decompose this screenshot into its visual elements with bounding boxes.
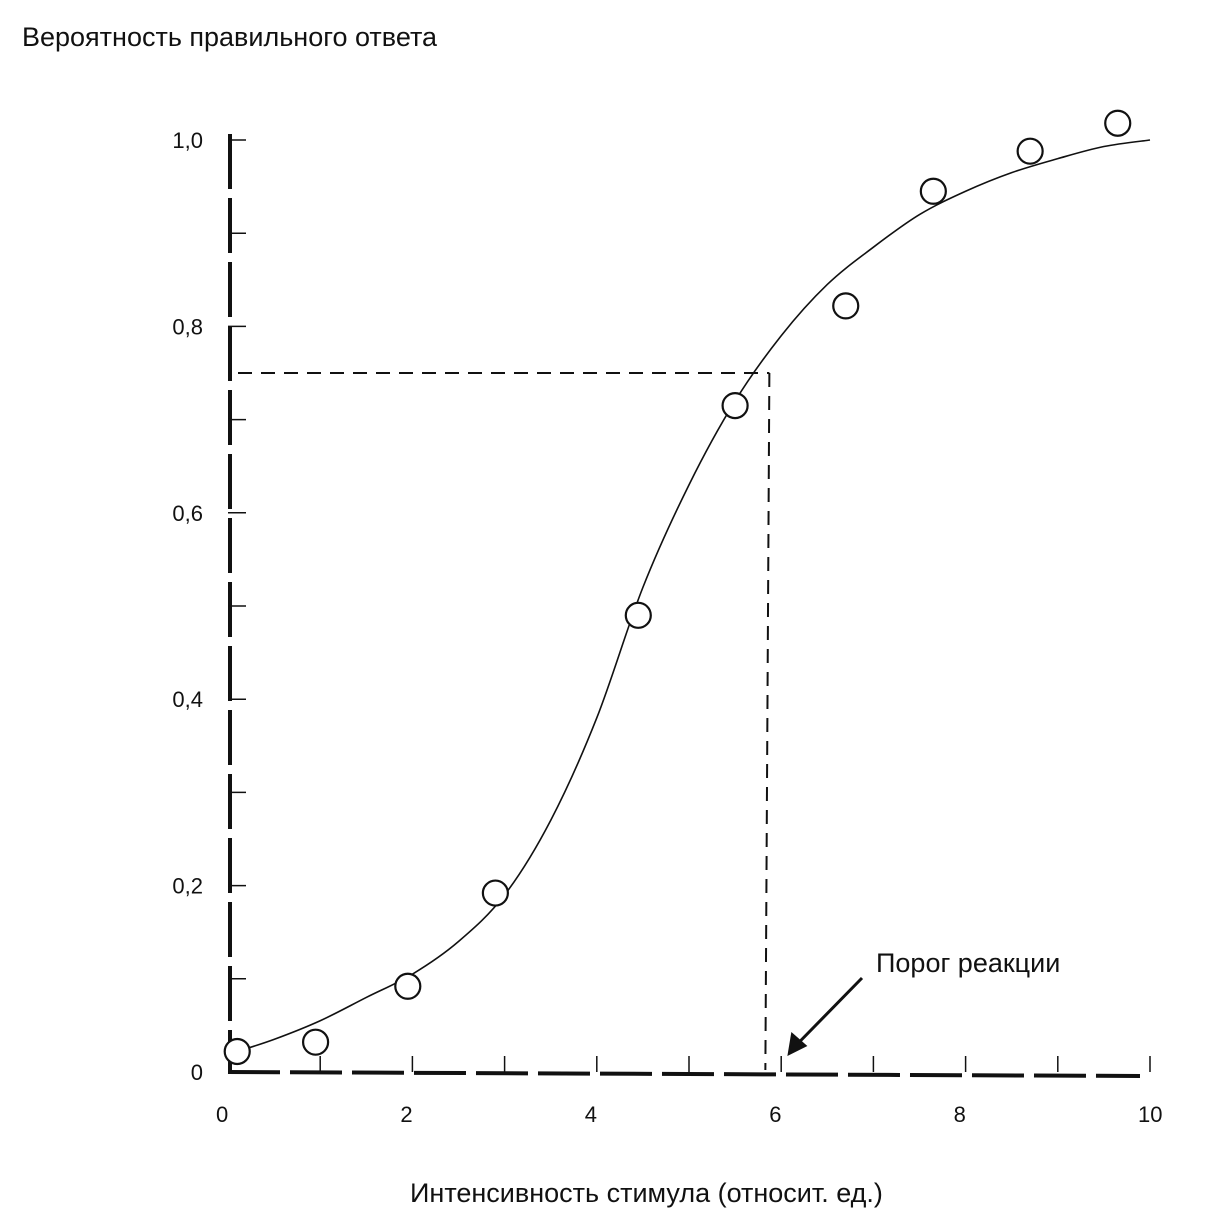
y-tick-label: 0,6 (172, 501, 203, 526)
threshold-vertical-line (764, 372, 771, 1071)
x-axis-line (227, 1070, 1141, 1078)
y-tick-label: 1,0 (172, 128, 203, 153)
data-point (394, 972, 422, 1000)
y-tick-label: 0,8 (172, 314, 203, 339)
data-point (919, 177, 947, 205)
data-point (624, 601, 652, 629)
fit-curve-group (236, 139, 1151, 1053)
x-tick-label: 10 (1138, 1102, 1162, 1127)
fit-curve (236, 139, 1151, 1053)
data-point (1016, 137, 1044, 165)
data-point (832, 292, 860, 320)
x-tick-label: 6 (769, 1102, 781, 1127)
x-axis-label: Интенсивность стимула (относит. ед.) (410, 1178, 883, 1208)
y-axis-label: Вероятность правильного ответа (22, 22, 438, 52)
data-point (301, 1028, 330, 1056)
data-point (481, 879, 509, 907)
arrow-head (787, 1032, 808, 1056)
data-point (721, 392, 749, 420)
arrow-shaft (796, 976, 864, 1046)
x-tick-label: 8 (954, 1102, 966, 1127)
y-tick-label: 0,4 (172, 687, 203, 712)
tick-labels: 0 2 4 6 8 10 0 0,2 0,4 0,6 0,8 1,0 (172, 128, 1162, 1127)
axes (227, 134, 1151, 1078)
threshold-annotation: Порог реакции (876, 948, 1060, 978)
arrow-icon (787, 976, 864, 1056)
x-tick-label: 2 (400, 1102, 412, 1127)
x-tick-label: 0 (216, 1102, 228, 1127)
y-tick-label: 0,2 (172, 874, 203, 899)
data-point (1104, 109, 1132, 137)
x-tick-label: 4 (585, 1102, 597, 1127)
y-tick-label: 0 (191, 1060, 203, 1085)
data-points (223, 109, 1132, 1066)
threshold-guides (238, 372, 771, 1071)
data-point (223, 1037, 251, 1066)
